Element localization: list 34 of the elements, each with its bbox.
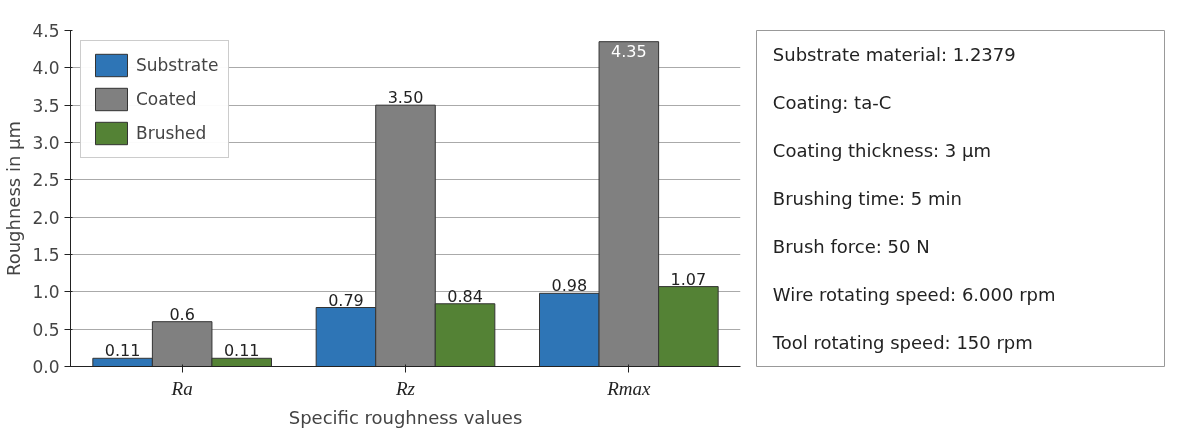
text: Substrate material: 1.2379	[772, 44, 1016, 65]
y-axis-title: Roughness in µm	[3, 120, 25, 277]
text: Tool rotating speed: 150 rpm	[771, 332, 1033, 353]
y-tick-label: 2.5	[32, 170, 60, 191]
text: 0.11	[104, 341, 141, 361]
y-tick-label: 2.0	[32, 207, 60, 228]
text: Coating thickness: 3 µm	[772, 140, 992, 161]
legend-label: Coated	[136, 89, 197, 109]
text: 4.35	[611, 41, 647, 61]
y-tick-label: 1.5	[32, 245, 60, 265]
x-tick-label: Rmax	[606, 377, 652, 399]
text: Brushing time: 5 min	[772, 188, 962, 209]
text: 0.84	[447, 286, 483, 306]
x-axis-title: Specific roughness values	[288, 406, 523, 428]
text: Wire rotating speed: 6.000 rpm	[772, 284, 1056, 305]
y-tick-label: 0.0	[32, 357, 60, 377]
text: 0.98	[551, 276, 588, 296]
legend-label: Brushed	[136, 123, 207, 143]
text: 3.50	[387, 88, 424, 108]
y-tick-label: 3.5	[32, 95, 60, 116]
y-tick-label: 1.0	[32, 282, 60, 303]
y-tick-label: 4.0	[32, 58, 60, 79]
y-tick-label: 4.5	[32, 21, 60, 41]
text: 0.6	[169, 304, 195, 324]
text: Coating: ta-C	[772, 92, 892, 113]
y-tick-label: 3.0	[32, 133, 60, 153]
text: 0.79	[328, 290, 364, 310]
text: 1.07	[670, 269, 707, 289]
x-tick-label: Rz	[395, 377, 416, 399]
x-tick-label: Ra	[170, 377, 193, 399]
legend-label: Substrate	[136, 55, 219, 75]
text: Brush force: 50 N	[772, 236, 930, 257]
y-tick-label: 0.5	[32, 319, 60, 340]
text: 0.11	[223, 341, 260, 361]
